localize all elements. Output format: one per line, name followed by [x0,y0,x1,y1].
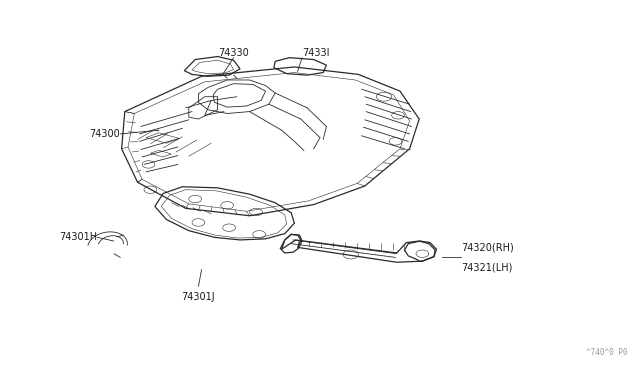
Text: 74330: 74330 [218,48,249,58]
Text: 74301H: 74301H [59,232,97,242]
Text: 7433I: 7433I [302,48,330,58]
Text: 74300: 74300 [90,129,120,139]
Text: 74301J: 74301J [182,292,215,302]
Text: ^740^0 P0: ^740^0 P0 [586,348,627,357]
Text: 74321(LH): 74321(LH) [461,262,512,272]
Text: 74320(RH): 74320(RH) [461,243,513,253]
